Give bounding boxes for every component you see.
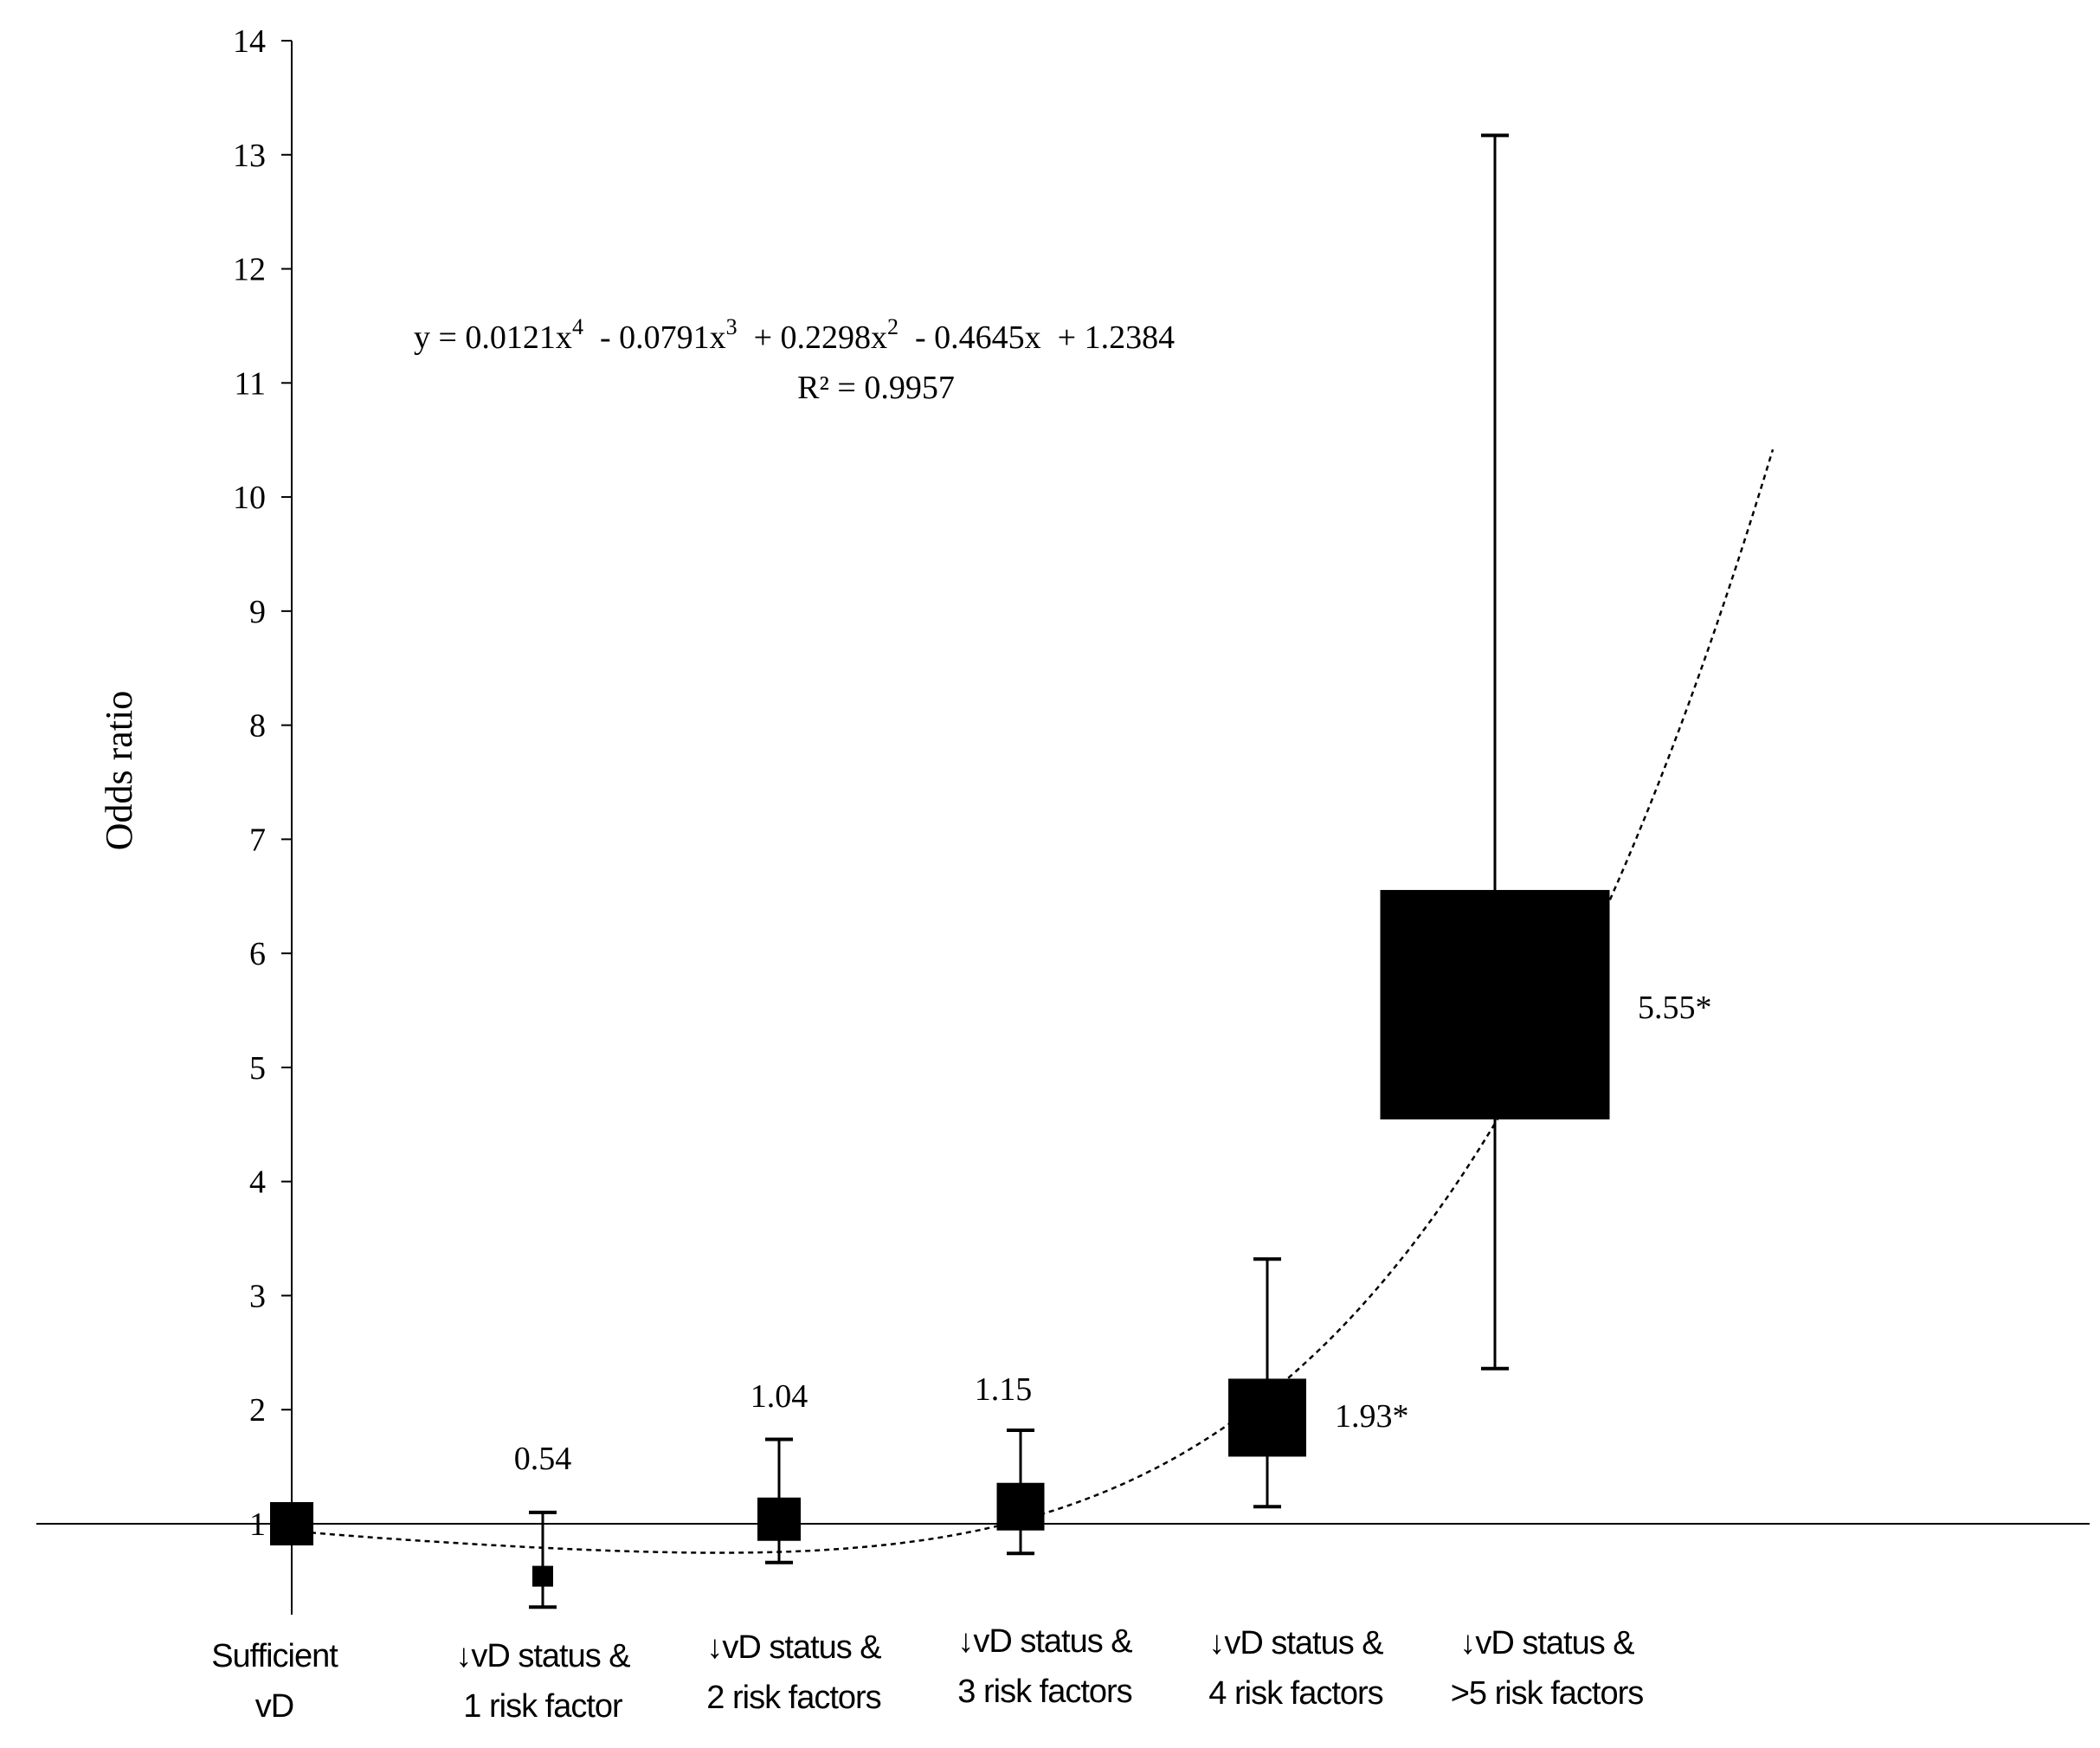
y-tick-label: 12 (233, 252, 266, 288)
x-category-line: ↓vD status & (1208, 1625, 1383, 1661)
equation-exponent-4: 4 (572, 314, 583, 339)
x-category-line: ↓vD status & (957, 1623, 1132, 1660)
equation-exponent-3: 3 (726, 314, 738, 339)
x-category-label: ↓vD status & 3 risk factors (957, 1623, 1133, 1710)
y-tick-label: 3 (249, 1278, 266, 1314)
or-value-label: 1.04 (750, 1378, 808, 1415)
y-tick-label: 9 (249, 594, 266, 630)
or-marker (1228, 1378, 1306, 1457)
x-category-line: Sufficient (211, 1638, 338, 1674)
or-marker (532, 1565, 553, 1587)
x-category-line: ↓vD status & (1459, 1625, 1634, 1661)
y-tick-label: 7 (249, 822, 266, 858)
x-category-line: ↓vD status & (455, 1638, 630, 1674)
or-marker (996, 1482, 1045, 1531)
value-labels: 0.54 1.04 1.15 1.93* 5.55* (514, 990, 1712, 1477)
x-category-label: ↓vD status & 2 risk factors (706, 1629, 882, 1716)
or-marker (757, 1497, 801, 1541)
y-tick-label: 8 (249, 708, 266, 745)
equation-term-3: + 0.2298x (738, 319, 887, 356)
or-marker (1380, 889, 1610, 1119)
y-tick-label: 4 (249, 1164, 266, 1201)
x-category-line: vD (255, 1688, 293, 1725)
y-tick-label: 10 (233, 480, 266, 516)
x-category-label: Sufficient vD (211, 1638, 339, 1725)
x-category-label: ↓vD status & 4 risk factors (1208, 1625, 1384, 1712)
x-category-line: 1 risk factor (463, 1688, 623, 1725)
x-category-label: ↓vD status & >5 risk factors (1451, 1625, 1645, 1712)
or-value-label: 5.55* (1638, 990, 1712, 1026)
y-tick-label: 11 (234, 365, 266, 402)
markers (270, 889, 1610, 1587)
y-axis-label: Odds ratio (98, 691, 140, 851)
y-tick-label: 13 (233, 138, 266, 174)
equation-term-1: y = 0.0121x (414, 319, 572, 356)
x-category-line: 2 risk factors (706, 1680, 880, 1716)
x-category-label: ↓vD status & 1 risk factor (455, 1638, 631, 1725)
x-category-line: ↓vD status & (706, 1629, 881, 1666)
trendline-equation: y = 0.0121x4 - 0.0791x3 + 0.2298x2 - 0.4… (414, 314, 1175, 356)
equation-term-2: - 0.0791x (583, 319, 726, 356)
or-marker (270, 1502, 313, 1545)
equation-exponent-2: 2 (887, 314, 899, 339)
x-category-line: 4 risk factors (1208, 1675, 1382, 1712)
r-squared: R² = 0.9957 (797, 370, 955, 406)
or-value-label: 1.15 (975, 1371, 1033, 1408)
or-value-label: 0.54 (514, 1441, 572, 1477)
y-tick-label: 2 (249, 1392, 266, 1429)
x-category-line: >5 risk factors (1451, 1675, 1644, 1712)
y-tick-label: 6 (249, 936, 266, 972)
y-tick-label: 5 (249, 1050, 266, 1087)
or-value-label: 1.93* (1335, 1398, 1409, 1435)
equation-term-4: - 0.4645x + 1.2384 (899, 319, 1175, 356)
x-category-line: 3 risk factors (957, 1674, 1131, 1710)
y-tick-label: 14 (233, 23, 266, 60)
